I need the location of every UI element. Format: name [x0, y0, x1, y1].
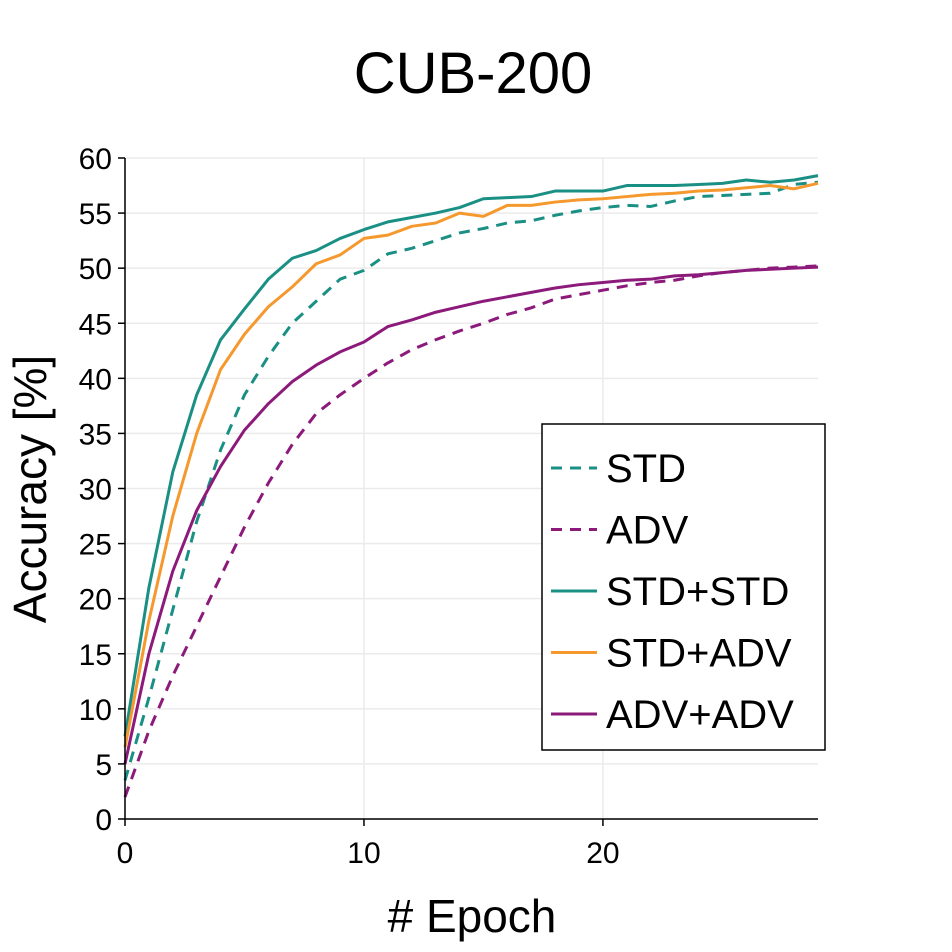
legend-label-adv: ADV: [606, 509, 689, 553]
y-tick-label: 55: [79, 198, 112, 231]
y-tick-label: 45: [79, 308, 112, 341]
series-line-std: [123, 180, 819, 781]
legend-label-std-plus-adv: STD+ADV: [606, 632, 792, 676]
y-tick-label: 10: [79, 694, 112, 727]
series-line-adv-plus-adv: [123, 265, 819, 765]
legend-box: [541, 423, 826, 751]
y-tick-label: 60: [79, 143, 112, 176]
y-tick-label: 0: [95, 804, 112, 837]
y-tick-label: 50: [79, 253, 112, 286]
series-line-std-plus-std: [123, 174, 819, 737]
y-axis-label: Accuracy [%]: [4, 355, 56, 623]
axis-layer: 0 5 10 15 20 25 30 35 40 45 50 55 60 0 10 20: [79, 143, 818, 870]
y-tick-label: 15: [79, 639, 112, 672]
legend-label-std: STD: [606, 447, 686, 491]
y-tick-label: 20: [79, 584, 112, 617]
y-tick-label: 40: [79, 363, 112, 396]
chart-title: CUB-200: [354, 41, 593, 106]
y-tick-label: 30: [79, 474, 112, 507]
legend-label-std-plus-std: STD+STD: [606, 570, 789, 614]
y-tick-label: 5: [95, 749, 112, 782]
legend: STD ADV STD+STD STD+ADV ADV+ADV: [541, 423, 826, 751]
y-tick-label: 25: [79, 529, 112, 562]
series-layer: [123, 174, 819, 798]
x-tick-label: 0: [117, 837, 134, 870]
x-tick-label: 20: [586, 837, 619, 870]
x-tick-label: 10: [347, 837, 380, 870]
y-tick-label: 35: [79, 418, 112, 451]
series-line-std-plus-adv: [123, 181, 819, 748]
x-axis-label: # Epoch: [388, 890, 557, 942]
legend-label-adv-plus-adv: ADV+ADV: [606, 693, 794, 737]
